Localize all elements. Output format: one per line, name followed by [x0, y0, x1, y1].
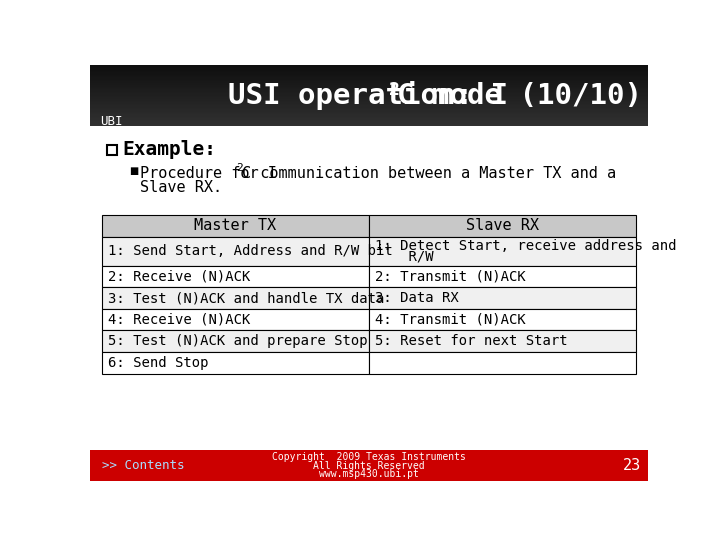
Text: 4: Transmit (N)ACK: 4: Transmit (N)ACK [375, 313, 526, 327]
Bar [90, 99, 648, 100]
Bar [107, 145, 117, 155]
Bar [90, 109, 648, 110]
Text: 2: 2 [235, 164, 243, 173]
Bar [90, 117, 648, 118]
Bar [90, 108, 648, 109]
Bar [90, 100, 648, 102]
Text: R/W: R/W [375, 249, 434, 264]
Bar [369, 237, 636, 266]
Bar [90, 103, 648, 104]
Text: 4: Receive (N)ACK: 4: Receive (N)ACK [108, 313, 251, 327]
Bar [369, 215, 636, 237]
Text: 1: Send Start, Address and R/W bit: 1: Send Start, Address and R/W bit [108, 244, 392, 258]
Bar [90, 107, 648, 108]
Text: USI operation: I: USI operation: I [228, 81, 508, 110]
Text: 2: Receive (N)ACK: 2: Receive (N)ACK [108, 269, 251, 284]
Text: UBI: UBI [101, 115, 123, 129]
Bar [90, 125, 648, 126]
Bar [90, 113, 648, 114]
Bar [90, 90, 648, 91]
Text: >> Contents: >> Contents [102, 458, 184, 472]
Text: C mode (10/10): C mode (10/10) [397, 82, 642, 110]
Text: Slave RX: Slave RX [466, 218, 539, 233]
Bar [90, 122, 648, 123]
Text: 2: 2 [389, 81, 400, 99]
Text: 3: Test (N)ACK and handle TX data: 3: Test (N)ACK and handle TX data [108, 291, 384, 305]
Bar [90, 93, 648, 94]
Text: C communication between a Master TX and a: C communication between a Master TX and … [242, 166, 616, 181]
Bar [90, 78, 648, 79]
Bar [90, 104, 648, 105]
Bar [90, 118, 648, 119]
Text: Procedure for I: Procedure for I [140, 166, 276, 181]
Bar [90, 66, 648, 68]
Bar [102, 287, 369, 309]
Bar [90, 79, 648, 81]
Bar [102, 266, 369, 287]
Text: 5: Reset for next Start: 5: Reset for next Start [375, 334, 568, 348]
Bar [90, 88, 648, 90]
Bar [90, 102, 648, 103]
Bar [102, 352, 369, 374]
Bar [90, 94, 648, 96]
Bar [102, 237, 369, 266]
Text: 23: 23 [624, 458, 642, 472]
Bar [90, 92, 648, 93]
Bar [90, 91, 648, 92]
Bar [90, 87, 648, 88]
Bar [90, 112, 648, 113]
Bar [90, 86, 648, 87]
Text: All Rights Reserved: All Rights Reserved [313, 461, 425, 471]
Bar [90, 98, 648, 99]
Bar [90, 120, 648, 122]
Bar [90, 75, 648, 76]
Bar [90, 123, 648, 124]
Bar [369, 309, 636, 330]
Bar [90, 82, 648, 83]
Bar [90, 69, 648, 70]
Bar [90, 77, 648, 78]
Bar [90, 96, 648, 97]
Bar [369, 266, 636, 287]
Bar [90, 65, 648, 66]
Bar [90, 116, 648, 117]
Bar [90, 81, 648, 82]
Bar [102, 309, 369, 330]
Bar [90, 83, 648, 85]
Text: 1: Detect Start, receive address and: 1: Detect Start, receive address and [375, 239, 677, 253]
Bar [90, 114, 648, 116]
Bar [90, 124, 648, 125]
Bar [90, 68, 648, 69]
Text: Slave RX.: Slave RX. [140, 179, 222, 194]
Bar [90, 126, 648, 450]
Text: ■: ■ [129, 166, 138, 177]
Bar [90, 105, 648, 107]
Bar [102, 330, 369, 352]
Bar [90, 72, 648, 73]
Text: Example:: Example: [122, 140, 217, 159]
Bar [90, 73, 648, 75]
Text: 6: Send Stop: 6: Send Stop [108, 356, 208, 370]
Bar [90, 85, 648, 86]
Bar [369, 287, 636, 309]
Bar [90, 76, 648, 77]
Text: Copyright  2009 Texas Instruments: Copyright 2009 Texas Instruments [272, 453, 466, 462]
Bar [90, 450, 648, 481]
Text: Master TX: Master TX [194, 218, 276, 233]
Text: 5: Test (N)ACK and prepare Stop: 5: Test (N)ACK and prepare Stop [108, 334, 367, 348]
Bar [90, 71, 648, 72]
Bar [90, 119, 648, 120]
Bar [90, 97, 648, 98]
Bar [102, 215, 369, 237]
Bar [90, 70, 648, 71]
Bar [90, 110, 648, 112]
Text: 3: Data RX: 3: Data RX [375, 291, 459, 305]
Text: 2: Transmit (N)ACK: 2: Transmit (N)ACK [375, 269, 526, 284]
Bar [369, 330, 636, 352]
Bar [369, 352, 636, 374]
Text: www.msp430.ubi.pt: www.msp430.ubi.pt [319, 469, 419, 480]
